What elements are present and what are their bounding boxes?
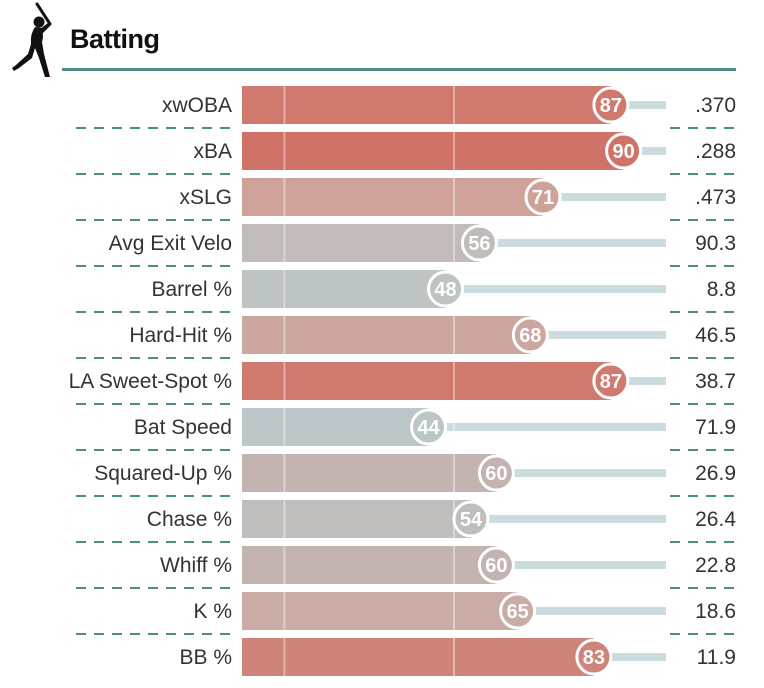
metric-value: 26.9 [695, 462, 736, 485]
metric-value: 71.9 [695, 416, 736, 439]
percentile-badge [605, 132, 643, 170]
percentile-bar [242, 132, 624, 170]
metric-value: 46.5 [695, 324, 736, 347]
percentile-badge [477, 454, 515, 492]
percentile-badge-value: 44 [417, 417, 440, 439]
metric-label: K % [193, 600, 232, 623]
percentile-bar [242, 638, 594, 676]
metric-value: 22.8 [695, 554, 736, 577]
percentile-badge [460, 224, 498, 262]
percentile-badge [499, 592, 537, 630]
metric-label: Squared-Up % [94, 462, 232, 485]
percentile-badge-value: 60 [485, 555, 507, 577]
percentile-bar [242, 592, 518, 630]
percentile-bar [242, 178, 544, 216]
section-title: Batting [70, 24, 160, 54]
percentile-badge [410, 408, 448, 446]
metric-value: .288 [695, 140, 736, 163]
metric-value: 38.7 [695, 370, 736, 393]
percentile-badge-value: 48 [434, 279, 456, 301]
percentile-badge [427, 270, 465, 308]
percentile-badge-value: 54 [460, 509, 483, 531]
metric-value: 18.6 [695, 600, 736, 623]
percentile-bar [242, 454, 497, 492]
percentile-badge [511, 316, 549, 354]
metric-label: Chase % [147, 508, 232, 531]
metric-label: xBA [193, 140, 232, 163]
metric-label: xSLG [179, 186, 232, 209]
batter-icon [12, 2, 52, 77]
percentile-badge [592, 362, 630, 400]
metric-label: Barrel % [151, 278, 232, 301]
metric-label: Hard-Hit % [129, 324, 232, 347]
percentile-badge-value: 83 [583, 647, 605, 669]
metric-label: LA Sweet-Spot % [69, 370, 232, 393]
metric-label: xwOBA [162, 94, 232, 117]
metric-value: 90.3 [695, 232, 736, 255]
track-bar [242, 423, 666, 431]
metric-label: BB % [179, 646, 232, 669]
percentile-bar [242, 86, 611, 124]
percentile-bar [242, 408, 429, 446]
percentile-bar [242, 362, 611, 400]
percentile-badge [592, 86, 630, 124]
metric-value: 8.8 [707, 278, 736, 301]
metric-label: Whiff % [160, 554, 232, 577]
percentile-badge-value: 68 [519, 325, 541, 347]
section-header: Batting [0, 0, 764, 77]
percentile-badge-value: 56 [468, 233, 490, 255]
header-rule [62, 68, 736, 71]
metric-value: 26.4 [695, 508, 736, 531]
metric-label: Bat Speed [134, 416, 232, 439]
metric-value: .370 [695, 94, 736, 117]
percentile-bar [242, 316, 531, 354]
percentile-badge [524, 178, 562, 216]
metric-label: Avg Exit Velo [109, 232, 232, 255]
percentile-badge-value: 87 [600, 95, 622, 117]
percentile-badge [477, 546, 515, 584]
metric-value: 11.9 [697, 646, 736, 669]
percentile-badge-value: 60 [485, 463, 507, 485]
percentile-badge-value: 71 [532, 187, 554, 209]
metric-value: .473 [695, 186, 736, 209]
percentile-badge-value: 90 [612, 141, 634, 163]
percentile-badge [575, 638, 613, 676]
percentile-badge-value: 87 [600, 371, 622, 393]
percentile-bar [242, 270, 446, 308]
percentile-badge [452, 500, 490, 538]
percentile-bar [242, 546, 497, 584]
percentile-bar [242, 224, 480, 262]
percentile-badge-value: 65 [506, 601, 528, 623]
percentile-bar [242, 500, 471, 538]
